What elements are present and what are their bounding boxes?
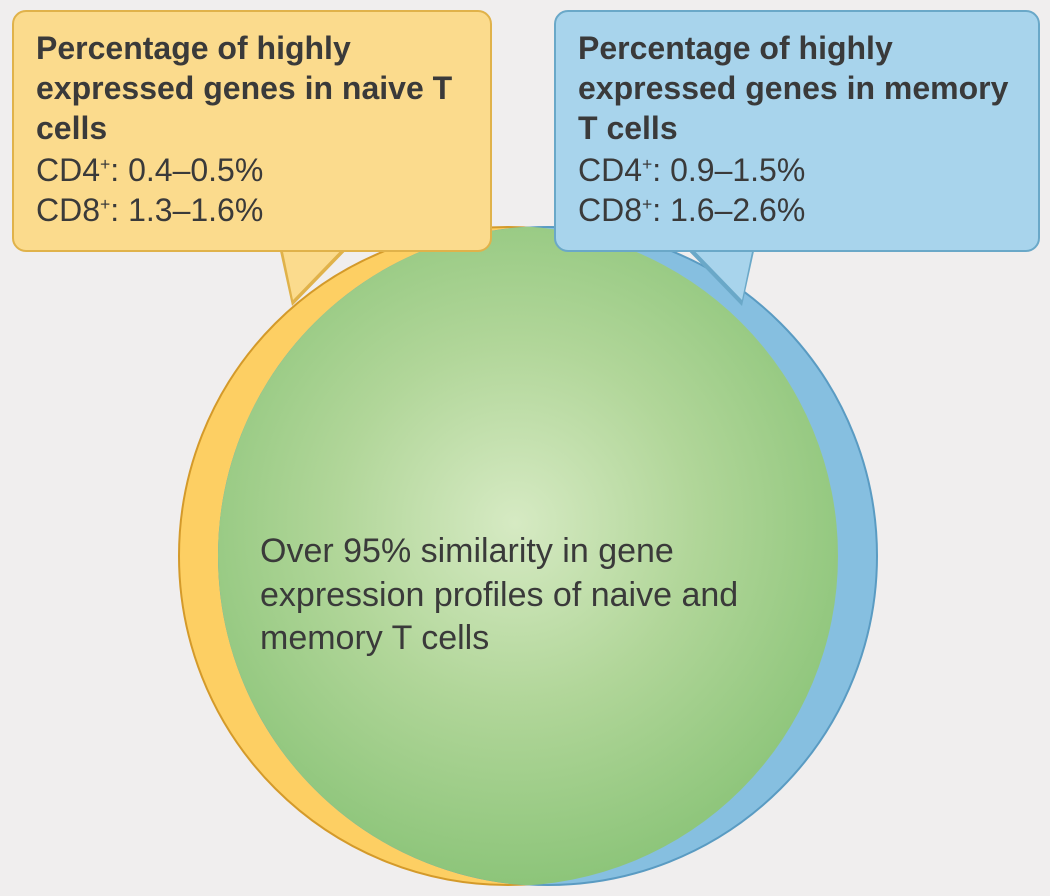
cd4-sup: + [100, 154, 110, 174]
figure-stage: Percentage of highly expressed genes in … [0, 0, 1050, 896]
cd4-sup: + [642, 154, 652, 174]
cd8-value: : 1.3–1.6% [110, 192, 263, 228]
callout-naive-cd8-line: CD8+: 1.3–1.6% [36, 190, 468, 230]
callout-memory-cd8-line: CD8+: 1.6–2.6% [578, 190, 1016, 230]
cd4-value: : 0.9–1.5% [652, 152, 805, 188]
cd4-value: : 0.4–0.5% [110, 152, 263, 188]
callout-naive-title: Percentage of highly expressed genes in … [36, 28, 468, 148]
cd8-sup: + [642, 194, 652, 214]
callout-naive-cd4-line: CD4+: 0.4–0.5% [36, 150, 468, 190]
cd8-label: CD8 [578, 192, 642, 228]
cd8-value: : 1.6–2.6% [652, 192, 805, 228]
cd8-sup: + [100, 194, 110, 214]
cd4-label: CD4 [36, 152, 100, 188]
callout-naive: Percentage of highly expressed genes in … [12, 10, 492, 252]
callout-memory-title: Percentage of highly expressed genes in … [578, 28, 1016, 148]
cd8-label: CD8 [36, 192, 100, 228]
callout-memory-cd4-line: CD4+: 0.9–1.5% [578, 150, 1016, 190]
venn-center-text: Over 95% similarity in gene expression p… [260, 530, 780, 661]
callout-memory: Percentage of highly expressed genes in … [554, 10, 1040, 252]
cd4-label: CD4 [578, 152, 642, 188]
